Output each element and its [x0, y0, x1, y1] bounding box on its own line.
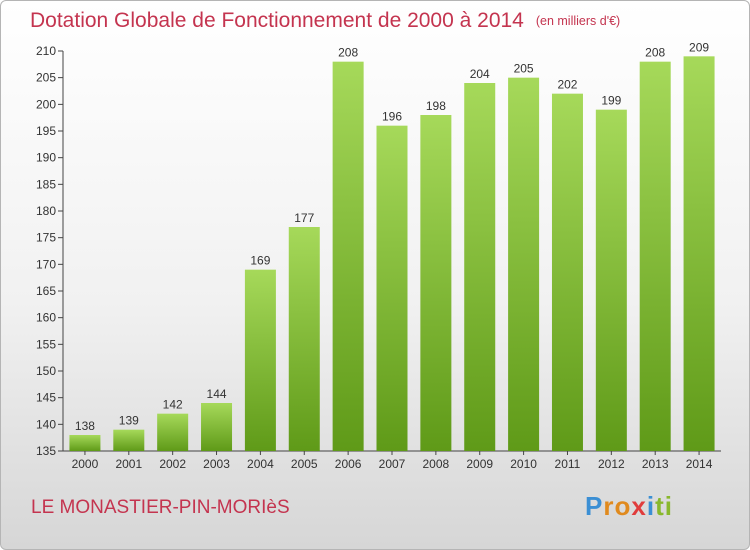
bar [464, 83, 496, 451]
logo-letter: P [585, 491, 604, 521]
value-label: 208 [338, 46, 358, 60]
x-tick-label: 2012 [598, 457, 625, 471]
value-label: 204 [470, 67, 490, 81]
y-tick-label: 210 [36, 44, 56, 58]
y-tick-label: 145 [36, 391, 56, 405]
y-tick-label: 160 [36, 311, 56, 325]
bar [508, 77, 540, 452]
value-label: 138 [75, 419, 95, 433]
chart-title: Dotation Globale de Fonctionnement de 20… [30, 9, 620, 33]
y-tick-label: 165 [36, 284, 56, 298]
bar [69, 435, 101, 451]
y-tick-label: 170 [36, 257, 56, 271]
commune-name: LE MONASTIER-PIN-MORIèS [31, 497, 290, 518]
value-label: 199 [601, 94, 621, 108]
x-tick-label: 2002 [159, 457, 186, 471]
x-tick-label: 2001 [115, 457, 142, 471]
chart-subtitle: (en milliers d'€) [535, 14, 621, 28]
y-tick-label: 135 [36, 444, 56, 458]
logo-letter: t [655, 491, 665, 521]
title-text: Dotation Globale de Fonctionnement de 20… [30, 9, 524, 32]
value-label: 169 [250, 254, 270, 268]
logo-letter: i [646, 491, 656, 521]
value-label: 177 [294, 211, 314, 225]
x-tick-label: 2010 [510, 457, 537, 471]
value-label: 202 [557, 78, 577, 92]
bar [288, 227, 320, 451]
value-label: 196 [382, 110, 402, 124]
x-tick-label: 2000 [72, 457, 99, 471]
proxiti-logo: Proxiti [585, 491, 673, 522]
value-label: 208 [645, 46, 665, 60]
logo-letter: o [614, 491, 632, 521]
y-tick-label: 150 [36, 364, 56, 378]
value-label: 198 [426, 99, 446, 113]
bar [551, 93, 583, 452]
value-label: 209 [689, 40, 709, 54]
bar [595, 109, 627, 452]
y-tick-label: 140 [36, 417, 56, 431]
y-tick-label: 200 [36, 97, 56, 111]
x-tick-label: 2013 [642, 457, 669, 471]
bar [376, 125, 408, 452]
x-tick-label: 2004 [247, 457, 274, 471]
y-tick-label: 185 [36, 177, 56, 191]
logo-letter: r [603, 491, 615, 521]
value-label: 142 [163, 398, 183, 412]
bar [420, 115, 452, 451]
logo-letter: i [664, 491, 673, 521]
value-label: 144 [207, 387, 227, 401]
y-tick-label: 190 [36, 151, 56, 165]
bar [113, 429, 145, 451]
bar [201, 403, 233, 451]
y-tick-label: 180 [36, 204, 56, 218]
x-tick-label: 2008 [423, 457, 450, 471]
bar [683, 56, 715, 451]
x-tick-label: 2011 [555, 457, 581, 471]
logo-letter: x [631, 491, 647, 521]
bar [639, 61, 671, 452]
y-tick-label: 195 [36, 124, 56, 138]
x-tick-label: 2009 [466, 457, 493, 471]
bar [244, 269, 276, 451]
value-label: 139 [119, 414, 139, 428]
x-tick-label: 2003 [203, 457, 230, 471]
x-tick-label: 2007 [379, 457, 406, 471]
x-tick-label: 2014 [686, 457, 713, 471]
value-label: 205 [514, 62, 534, 76]
y-tick-label: 205 [36, 71, 56, 85]
y-tick-label: 175 [36, 231, 56, 245]
bar [157, 413, 189, 451]
x-tick-label: 2005 [291, 457, 318, 471]
bar [332, 61, 364, 452]
y-tick-label: 155 [36, 337, 56, 351]
x-tick-label: 2006 [335, 457, 362, 471]
